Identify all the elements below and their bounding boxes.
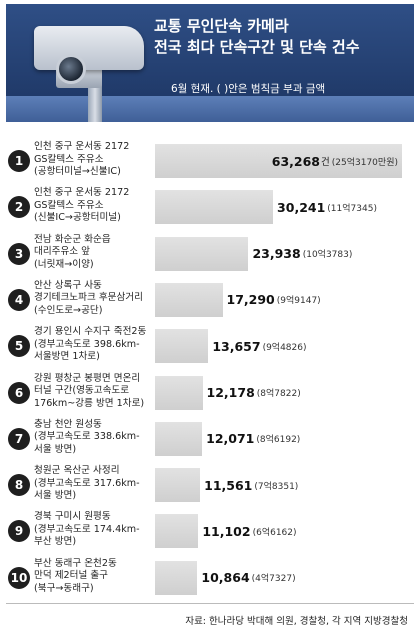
bar (155, 468, 201, 503)
location-label: 청원군 옥산군 사정리 (경부고속도로 317.6km- 서울 방면) (34, 465, 140, 502)
chart-row: 4 안산 상록구 사동 경기테크노파크 후문삼거리 (수인도로→공단) 17,290… (0, 279, 420, 323)
value-number: 10,864 (201, 570, 250, 586)
value-number: 30,241 (277, 199, 326, 215)
bar (155, 560, 198, 595)
value-number: 63,268 (271, 153, 321, 169)
location-label: 강원 평창군 봉평면 면온리 터널 구간(영동고속도로 176km~강릉 방면 … (34, 372, 145, 409)
rank-badge: 10 (8, 566, 30, 589)
chart-row: 9 경북 구미시 원평동 (경부고속도로 174.4km- 부산 방면) 11,10… (0, 510, 420, 554)
location-label: 경기 용인시 수지구 죽전2동 (경부고속도로 398.6km- 서울방면 1차… (34, 326, 147, 363)
subtitle: 6월 현재. ( )안은 범칙금 부과 금액 (171, 83, 326, 95)
title-line-2: 전국 최다 단속구간 및 단속 건수 (154, 38, 360, 56)
bar (155, 190, 274, 225)
rank-badge: 2 (8, 196, 30, 219)
chart-row: 7 충남 천안 원성동 (경부고속도로 338.6km- 서울 방면) 12,071… (0, 418, 420, 462)
page-title: 교통 무인단속 카메라 전국 최다 단속구간 및 단속 건수 (154, 16, 404, 58)
chart-row: 1 인천 중구 운서동 2172 GS칼텍스 주유소 (공항터미널→신불IC) 63… (0, 140, 420, 184)
fine-note: (25억3170만원) (331, 157, 398, 168)
title-line-1: 교통 무인단속 카메라 (154, 17, 289, 35)
chart-row: 6 강원 평창군 봉평면 면온리 터널 구간(영동고속도로 176km~강릉 방면… (0, 372, 420, 416)
value-number: 11,561 (204, 477, 253, 493)
rank-badge: 9 (8, 520, 30, 543)
fine-note: (4억7327) (251, 574, 296, 585)
location-label: 인천 중구 운서동 2172 GS칼텍스 주유소 (공항터미널→신불IC) (34, 141, 130, 177)
value-label: 11,561 (7억8351) (204, 468, 298, 502)
header-stripe (6, 96, 414, 122)
location-label: 경북 구미시 원평동 (경부고속도로 174.4km- 부산 방면) (34, 511, 140, 548)
fine-note: (8억7822) (256, 389, 301, 399)
chart-row: 3 전남 화순군 화순읍 대리주유소 앞 (너릿재→이양) 23,938 (10억37… (0, 233, 420, 277)
bar (155, 236, 249, 271)
camera-lens-icon (56, 54, 86, 84)
chart-row: 8 청원군 옥산군 사정리 (경부고속도로 317.6km- 서울 방면) 11,5… (0, 464, 420, 508)
source-note: 자료: 한나라당 박대해 의원, 경찰청, 각 지역 지방경찰청 (185, 616, 408, 627)
location-label: 부산 동래구 온천2동 만덕 제2터널 출구 (북구→동래구) (34, 557, 117, 594)
fine-note: (9억4826) (262, 342, 307, 353)
fine-note: (11억7345) (327, 203, 377, 214)
chart-row: 2 인천 중구 운서동 2172 GS칼텍스 주유소 (신불IC→공항터미널) 30… (0, 186, 420, 230)
fine-note: (10억3783) (302, 250, 353, 261)
fine-note: (7억8351) (254, 481, 299, 492)
value-label: 63,268 건 (25억3170만원) (272, 144, 398, 178)
value-label: 12,071 (8억6192) (206, 422, 300, 456)
chart-row: 5 경기 용인시 수지구 죽전2동 (경부고속도로 398.6km- 서울방면 1… (0, 325, 420, 369)
rank-badge: 3 (8, 242, 30, 265)
location-label: 안산 상록구 사동 경기테크노파크 후문삼거리 (수인도로→공단) (34, 279, 143, 316)
camera-icon (34, 26, 144, 84)
bar (155, 282, 223, 317)
rank-badge: 1 (8, 150, 30, 172)
bar (155, 329, 209, 364)
value-label: 10,864 (4억7327) (201, 561, 295, 595)
bar (155, 514, 199, 549)
value-number: 12,178 (206, 385, 255, 400)
value-label: 12,178 (8억7822) (207, 376, 301, 410)
bar (155, 144, 402, 178)
value-label: 30,241 (11억7345) (277, 190, 377, 224)
fine-note: (8억6192) (256, 435, 301, 446)
value-label: 17,290 (9억9147) (227, 283, 321, 317)
value-unit: 건 (321, 157, 330, 168)
rank-badge: 6 (8, 381, 30, 404)
bar (155, 421, 203, 456)
bar (155, 375, 203, 410)
rank-badge: 4 (8, 288, 30, 311)
rank-badge: 8 (8, 474, 30, 497)
value-label: 23,938 (10억3783) (252, 237, 352, 271)
value-number: 17,290 (226, 292, 275, 308)
location-label: 전남 화순군 화순읍 대리주유소 앞 (너릿재→이양) (34, 233, 111, 270)
fine-note: (9억9147) (276, 296, 321, 307)
chart-row: 10 부산 동래구 온천2동 만덕 제2터널 출구 (북구→동래구) 10,864(… (0, 557, 420, 601)
value-number: 11,102 (202, 523, 251, 539)
footer-divider (6, 603, 414, 604)
header-banner: 교통 무인단속 카메라 전국 최다 단속구간 및 단속 건수 6월 현재. ( … (6, 4, 414, 122)
value-number: 23,938 (252, 246, 301, 262)
value-label: 13,657 (9억4826) (212, 329, 306, 363)
location-label: 인천 중구 운서동 2172 GS칼텍스 주유소 (신불IC→공항터미널) (34, 187, 130, 224)
value-number: 12,071 (206, 431, 255, 447)
location-label: 충남 천안 원성동 (경부고속도로 338.6km- 서울 방면) (34, 418, 140, 455)
value-label: 11,102 (6억6162) (202, 514, 296, 548)
value-number: 13,657 (212, 338, 261, 354)
rank-badge: 5 (8, 335, 30, 358)
fine-note: (6억6162) (252, 527, 297, 538)
rank-badge: 7 (8, 427, 30, 450)
